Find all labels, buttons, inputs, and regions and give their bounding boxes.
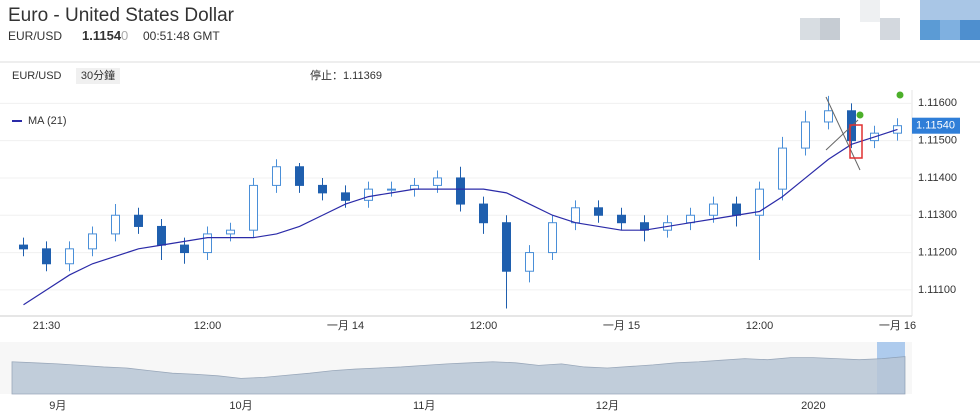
time: 00:51:48 GMT: [143, 29, 220, 43]
candle-body: [318, 184, 327, 194]
candle-body: [433, 177, 442, 186]
blurred-toolbar: [800, 0, 980, 40]
chart-symbol: EUR/USD: [12, 70, 62, 82]
x-tick-label: 12:00: [194, 320, 222, 332]
candle-body: [801, 121, 810, 149]
navigator-label: 11月: [413, 400, 435, 412]
price-main: 1.1154: [82, 28, 122, 43]
candle-body: [617, 214, 626, 224]
stop-label: 停止：1.11369: [310, 68, 382, 82]
candle-body: [732, 203, 741, 216]
annotations: [825, 91, 904, 171]
candle-body: [134, 214, 143, 227]
price: 1.11540: [82, 28, 128, 43]
legend-entry[interactable]: MA (21): [28, 115, 67, 127]
candle-body: [249, 184, 258, 231]
candle-body: [824, 110, 833, 123]
candle-body: [502, 222, 511, 272]
y-tick-label: 1.11200: [918, 246, 957, 258]
candle-body: [65, 248, 74, 265]
candle-body: [594, 207, 603, 216]
ma-line: [23, 128, 898, 306]
candle-body: [640, 222, 649, 231]
y-tick-label: 1.11600: [918, 97, 957, 109]
last-price-tag: [912, 117, 960, 134]
candle-body: [548, 222, 557, 254]
candle-body: [456, 177, 465, 205]
page-title: Euro - United States Dollar: [8, 5, 235, 26]
y-tick-label: 1.11500: [918, 135, 957, 147]
navigator-label: 10月: [229, 400, 252, 412]
candle-body: [157, 225, 166, 246]
candle-body: [755, 188, 764, 216]
x-tick-label: 一月 14: [327, 320, 364, 332]
x-tick-label: 一月 16: [879, 320, 916, 332]
symbol: EUR/USD: [8, 29, 62, 43]
last-price-label: 1.11540: [916, 120, 955, 132]
x-tick-label: 21:30: [33, 320, 61, 332]
price-last-digit: 0: [121, 28, 128, 43]
candle-body: [272, 166, 281, 186]
candle-body: [387, 188, 396, 191]
y-tick-label: 1.11100: [918, 284, 956, 296]
candle-body: [709, 203, 718, 216]
candle-body: [111, 214, 120, 235]
candle-body: [525, 252, 534, 272]
candle-body: [571, 207, 580, 224]
candle-body: [364, 188, 373, 201]
candle-body: [203, 233, 212, 254]
candle-body: [180, 244, 189, 254]
navigator-area: [11, 356, 906, 395]
candle-body: [341, 192, 350, 201]
interval[interactable]: 30分鐘: [81, 68, 115, 82]
y-tick-label: 1.11400: [918, 172, 957, 184]
x-tick-label: 一月 15: [603, 320, 640, 332]
candle-body: [295, 166, 304, 186]
candle-body: [778, 147, 787, 190]
interval-chip[interactable]: [76, 68, 120, 84]
candle-body: [226, 229, 235, 235]
candle-body: [88, 233, 97, 250]
candle-body: [42, 248, 51, 265]
candle-body: [686, 214, 695, 224]
navigator-label: 2020: [801, 400, 825, 412]
candle-body: [19, 244, 28, 250]
candle-body: [479, 203, 488, 224]
y-tick-label: 1.11300: [918, 209, 957, 221]
x-tick-label: 12:00: [746, 320, 774, 332]
x-tick-label: 12:00: [470, 320, 498, 332]
navigator-label: 9月: [49, 400, 66, 412]
navigator-label: 12月: [596, 400, 619, 412]
